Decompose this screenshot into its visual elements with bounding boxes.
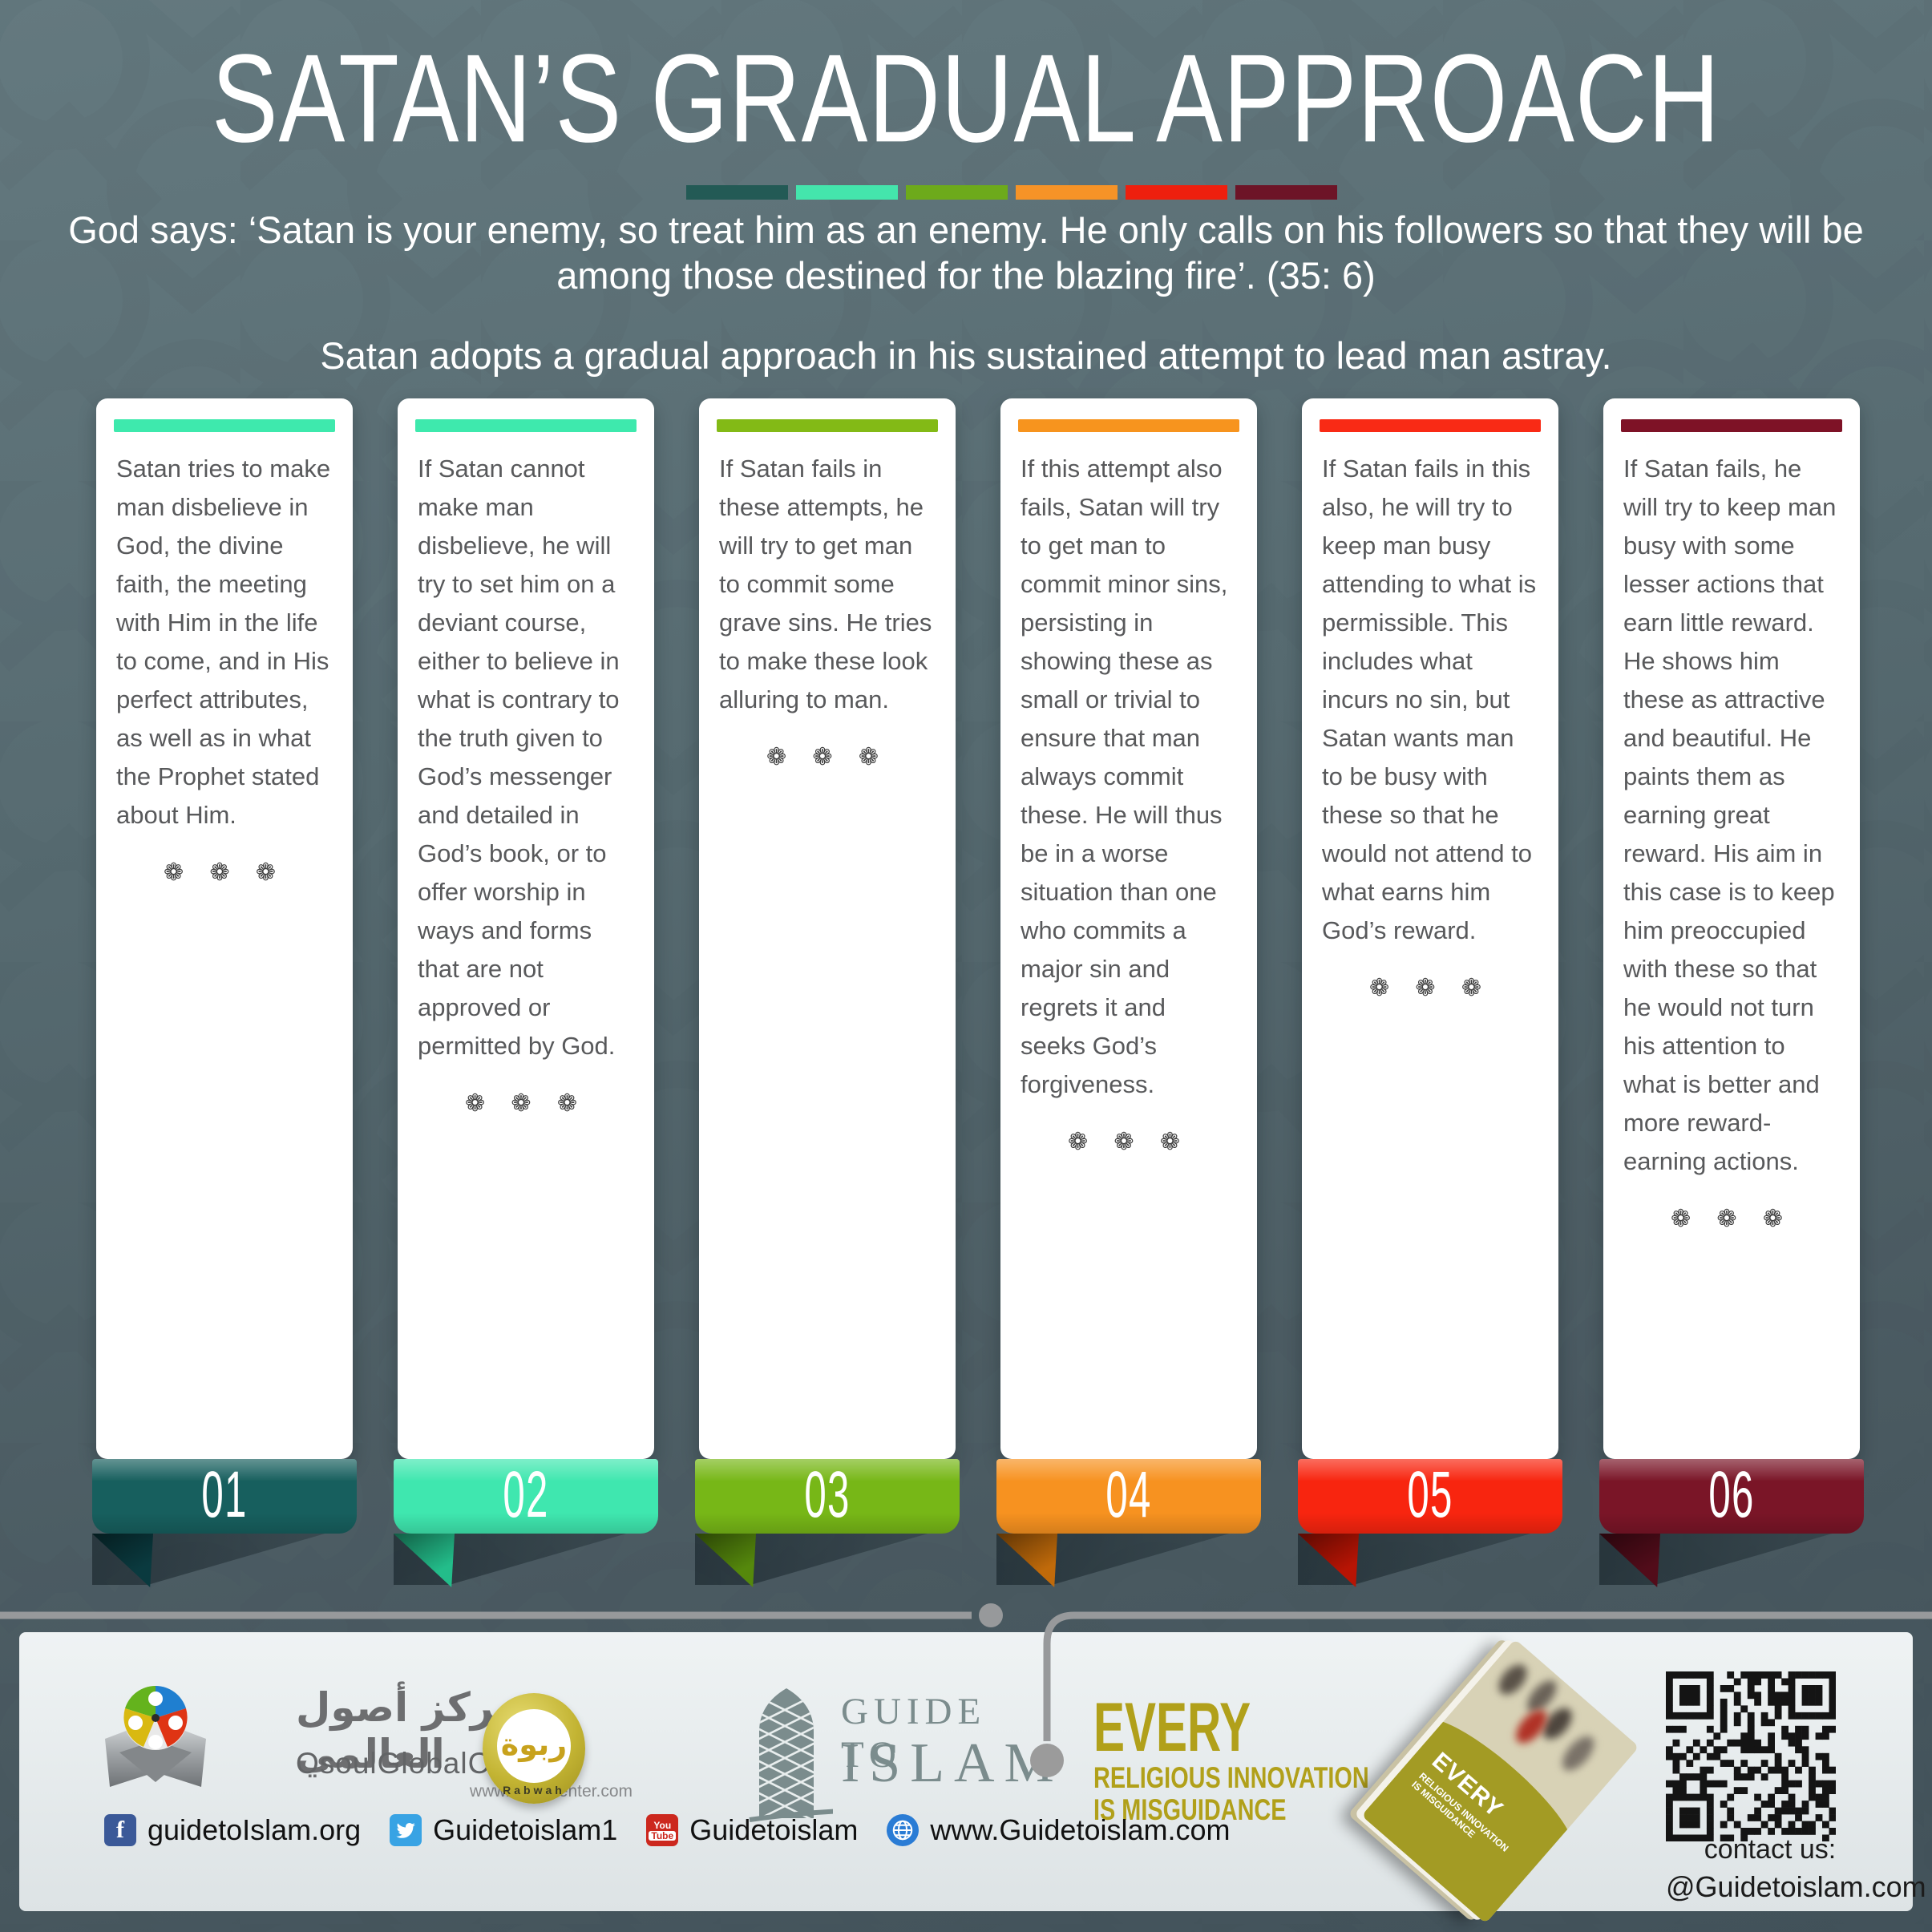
book-mockup: EVERY RELIGIOUS INNOVATION IS MISGUIDANC… [1348,1637,1639,1924]
flower-ornament-icon: ❁ ❁ ❁ [1368,975,1492,1001]
dash-6 [1235,185,1337,200]
facebook-link[interactable]: f guidetoIslam.org [104,1813,361,1847]
step-card-2: If Satan cannot make man disbelieve, he … [394,398,658,1587]
card-accent-bar [1018,419,1239,432]
osoul-logo: مركز أصول العالمي OsoulGlobalCenter www.… [95,1676,633,1801]
step-text: If Satan fails, he will try to keep man … [1623,455,1837,1175]
step-ribbon: 01 [92,1459,357,1534]
mosque-arch-icon [749,1688,1010,1822]
flower-ornament-icon: ❁ ❁ ❁ [464,1090,588,1117]
step-card-6: If Satan fails, he will try to keep man … [1599,398,1864,1587]
step-number: 04 [1105,1458,1152,1531]
flower-ornament-icon: ❁ ❁ ❁ [163,859,286,886]
step-card-1: Satan tries to make man disbelieve in Go… [92,398,357,1587]
slogan-line-1: EVERY [1093,1689,1251,1766]
dash-1 [686,185,788,200]
slogan-line-3: IS MISGUIDANCE [1093,1793,1287,1826]
step-number: 02 [503,1458,549,1531]
twitter-icon[interactable] [390,1814,422,1846]
dash-4 [1016,185,1118,200]
flower-ornament-icon: ❁ ❁ ❁ [766,744,889,770]
card-accent-bar [415,419,637,432]
twitter-handle[interactable]: Guidetoislam1 [433,1813,618,1846]
step-number: 05 [1407,1458,1453,1531]
step-ribbon: 04 [996,1459,1261,1534]
step-card-5: If Satan fails in this also, he will try… [1298,398,1562,1587]
guide-to-islam-logo: GUIDE TO ISLAM [745,1682,1054,1826]
step-ribbon: 05 [1298,1459,1562,1534]
youtube-icon[interactable]: You Tube [646,1814,679,1846]
rabwah-arabic: ربوة [500,1727,568,1762]
flower-ornament-icon: ❁ ❁ ❁ [1670,1206,1793,1232]
dash-3 [906,185,1008,200]
contact-block: contact us: @Guidetoislam.com [1666,1834,1926,1904]
dash-2 [796,185,898,200]
rabwah-name: Rabwah [503,1784,565,1797]
card-accent-bar [114,419,335,432]
slogan-line-2: RELIGIOUS INNOVATION [1093,1761,1369,1794]
page-title: SATAN’S GRADUAL APPROACH [211,29,1721,169]
card-accent-bar [1320,419,1541,432]
step-ribbon: 02 [394,1459,658,1534]
rabwah-badge-center: ربوة [497,1709,571,1783]
color-dash-row [686,185,1337,200]
contact-handle[interactable]: @Guidetoislam.com [1666,1870,1926,1903]
step-text: If Satan cannot make man disbelieve, he … [418,455,620,1060]
step-number: 06 [1708,1458,1755,1531]
step-text: Satan tries to make man disbelieve in Go… [116,455,331,829]
facebook-icon[interactable]: f [104,1814,136,1846]
youtube-handle[interactable]: Guidetoislam [689,1813,859,1846]
steps-row: Satan tries to make man disbelieve in Go… [92,398,1864,1587]
facebook-handle[interactable]: guidetoIslam.org [148,1813,362,1846]
guide-to-text: GUIDE TO [841,1691,987,1776]
globe-icon[interactable] [887,1814,920,1846]
twitter-link[interactable]: Guidetoislam1 [390,1813,617,1847]
step-text: If Satan fails in this also, he will try… [1322,455,1537,944]
quran-quote: God says: ‘Satan is your enemy, so treat… [68,208,1864,297]
step-card-3: If Satan fails in these attempts, he wil… [695,398,960,1587]
step-ribbon: 06 [1599,1459,1864,1534]
intro-text: Satan adopts a gradual approach in his s… [320,334,1612,377]
rabwah-badge: ربوة Rabwah [483,1693,585,1804]
osoul-book-globe-icon [105,1686,206,1787]
flower-ornament-icon: ❁ ❁ ❁ [1067,1129,1190,1155]
website-link[interactable]: www.Guidetoislam.com [887,1813,1231,1847]
step-text: If this attempt also fails, Satan will t… [1021,455,1228,1098]
contact-us-label: contact us: [1704,1834,1837,1865]
book-cover: EVERY RELIGIOUS INNOVATION IS MISGUIDANC… [1361,1639,1639,1924]
islam-text: ISLAM [841,1732,1064,1794]
website-url[interactable]: www.Guidetoislam.com [930,1813,1231,1846]
card-accent-bar [717,419,938,432]
step-number: 03 [804,1458,851,1531]
step-ribbon: 03 [695,1459,960,1534]
osoul-arabic-name: مركز أصول العالمي [296,1684,520,1777]
step-number: 01 [201,1458,248,1531]
social-row: f guidetoIslam.org Guidetoislam1 You Tub… [104,1813,1231,1847]
step-text: If Satan fails in these attempts, he wil… [719,455,932,713]
qr-code[interactable] [1666,1671,1836,1841]
step-card-4: If this attempt also fails, Satan will t… [996,398,1261,1587]
dash-5 [1126,185,1227,200]
youtube-link[interactable]: You Tube Guidetoislam [646,1813,858,1847]
card-accent-bar [1621,419,1842,432]
footer-panel: مركز أصول العالمي OsoulGlobalCenter www.… [19,1632,1926,1924]
